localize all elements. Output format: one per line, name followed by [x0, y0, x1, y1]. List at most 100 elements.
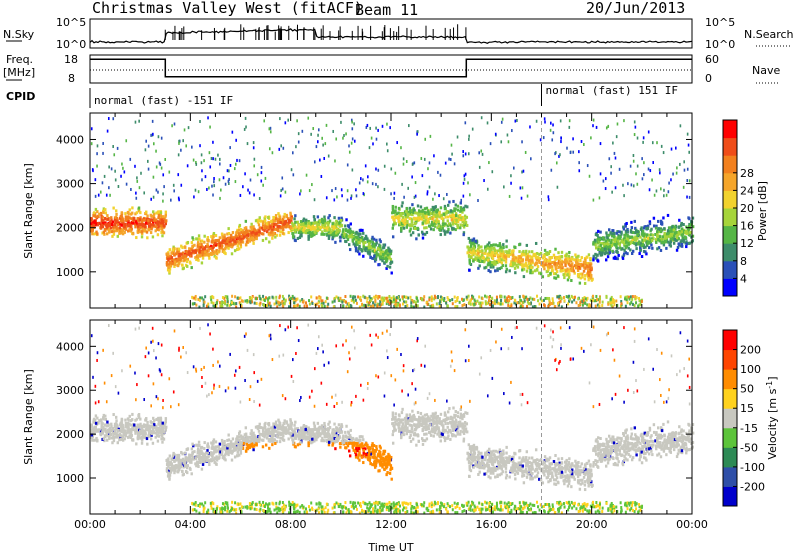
power-cell	[129, 229, 133, 233]
power-cell-near	[596, 303, 599, 307]
power-cell-near	[513, 301, 516, 305]
power-cell	[186, 257, 189, 261]
power-cell	[675, 236, 679, 240]
power-cell-sparse	[401, 182, 403, 186]
power-cell	[176, 259, 179, 263]
power-cell-near	[584, 301, 587, 305]
power-cell	[351, 230, 355, 234]
power-cell-sparse	[659, 171, 661, 175]
power-cell-sparse	[268, 127, 271, 131]
power-cell	[617, 235, 621, 239]
power-cell-sparse	[550, 168, 553, 172]
power-cell	[339, 235, 343, 239]
power-cell	[127, 221, 130, 225]
power-cell	[569, 267, 572, 271]
power-cell	[641, 242, 645, 246]
power-cell	[560, 250, 564, 254]
power-cell	[379, 252, 382, 256]
power-cell	[347, 229, 351, 233]
power-cell	[659, 219, 663, 223]
power-cell-near	[519, 301, 522, 305]
power-cell	[102, 207, 106, 211]
power-cell	[656, 247, 659, 251]
power-cell	[91, 223, 94, 227]
power-cell-sparse	[483, 179, 485, 183]
power-cell	[417, 233, 420, 237]
power-cell-near	[542, 298, 545, 302]
velocity-cell	[109, 432, 112, 436]
power-cell-near	[556, 295, 559, 299]
power-cell-sparse	[103, 174, 106, 178]
power-cell	[434, 215, 438, 219]
power-cell	[296, 220, 299, 224]
power-cell-sparse	[535, 119, 538, 123]
power-cell	[309, 226, 313, 230]
power-cell-near	[375, 295, 378, 299]
colorbar-segment	[723, 172, 737, 191]
power-cell	[334, 223, 337, 227]
power-cell	[114, 229, 118, 233]
power-cell	[229, 233, 233, 237]
power-cell	[264, 219, 267, 223]
power-cell-near	[568, 297, 571, 301]
velocity-cell	[177, 461, 180, 465]
power-cell	[440, 228, 443, 232]
power-cell	[590, 278, 594, 282]
velocity-cell	[260, 438, 264, 442]
power-cell-sparse	[405, 160, 408, 164]
velocity-cell	[432, 434, 435, 438]
power-cell	[127, 218, 130, 222]
power-cell	[470, 240, 473, 244]
power-cell	[525, 264, 529, 268]
power-cell	[650, 237, 653, 241]
power-cell	[642, 234, 645, 238]
power-cell-near	[551, 302, 554, 306]
power-cell	[638, 240, 641, 244]
power-cell	[378, 255, 382, 259]
power-cell	[491, 257, 495, 261]
power-cell-sparse	[217, 153, 219, 157]
power-cell	[425, 216, 428, 220]
power-cell	[593, 238, 597, 242]
power-cell	[490, 246, 493, 250]
power-cell-sparse	[114, 178, 117, 182]
power-cell	[498, 267, 502, 271]
power-cell-sparse	[510, 181, 512, 185]
power-cell-sparse	[558, 154, 560, 158]
power-cell-near	[373, 295, 376, 299]
power-cell	[480, 253, 484, 257]
power-cell	[673, 231, 677, 235]
power-cell-sparse	[268, 147, 271, 151]
power-cell	[155, 221, 159, 225]
power-cell	[371, 240, 374, 244]
power-cell	[559, 263, 562, 267]
power-cell-sparse	[608, 157, 611, 161]
power-cell	[154, 225, 157, 229]
power-cell	[141, 223, 144, 227]
power-cell-near	[485, 295, 488, 299]
power-cell-near	[501, 302, 504, 306]
power-cell	[368, 250, 371, 254]
power-cell-sparse	[94, 194, 97, 198]
power-cell	[170, 260, 174, 264]
power-cell	[451, 219, 454, 223]
power-cell	[170, 257, 173, 261]
power-cell-near	[191, 295, 194, 299]
power-cell-near	[552, 301, 555, 305]
power-cell-near	[446, 296, 449, 300]
power-cell-sparse	[464, 172, 467, 176]
power-cell-sparse	[155, 165, 158, 169]
power-cell-sparse	[218, 157, 221, 161]
power-cell	[136, 224, 140, 228]
power-cell-sparse	[506, 133, 509, 137]
power-cell	[253, 227, 256, 231]
power-cell-sparse	[170, 198, 172, 202]
power-cell-sparse	[477, 199, 479, 203]
power-cell	[191, 245, 194, 249]
power-cell	[119, 215, 123, 219]
power-cell	[577, 272, 580, 276]
velocity-cell	[528, 460, 531, 464]
power-cell-sparse	[155, 188, 158, 192]
power-cell-near	[562, 295, 565, 299]
power-cell	[127, 212, 130, 216]
